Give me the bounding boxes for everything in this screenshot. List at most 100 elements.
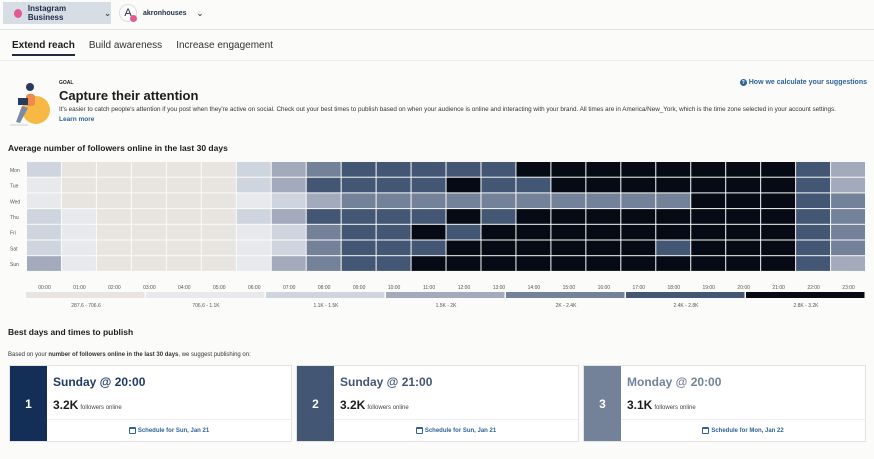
heatmap-cell [656, 240, 691, 256]
heatmap-cell [481, 240, 516, 256]
heatmap-cell [96, 240, 131, 256]
legend-swatch [626, 292, 745, 298]
how-we-calculate-link[interactable]: ? How we calculate your suggestions [739, 79, 867, 86]
heatmap-cell [516, 162, 551, 177]
row-label: Sun [10, 262, 19, 268]
heatmap-cell [586, 193, 621, 209]
heatmap-cell [551, 193, 586, 209]
heatmap-cell [236, 193, 271, 209]
account-switcher[interactable]: Instagram Business ⌄ [3, 2, 111, 24]
heatmap-cell [96, 256, 131, 271]
heatmap-cell [166, 240, 201, 256]
heatmap-cell [621, 240, 656, 256]
tab-increase-engagement[interactable]: Increase engagement [176, 40, 273, 51]
goal-description: It's easier to catch people's attention … [59, 106, 836, 113]
heatmap-cell [166, 209, 201, 224]
heatmap-cell [61, 256, 96, 271]
heatmap-cell [516, 240, 551, 256]
heatmap-cell [481, 162, 516, 177]
chevron-down-icon: ⌄ [104, 8, 111, 18]
goal-illustration [10, 83, 50, 126]
tab-extend-reach[interactable]: Extend reach [12, 40, 75, 56]
heatmap-cell [516, 177, 551, 193]
heatmap-cell [166, 256, 201, 271]
divider [0, 60, 874, 61]
row-label: Wed [10, 199, 20, 205]
legend-label: 2K - 2.4K [556, 303, 578, 309]
heatmap-cell [341, 240, 376, 256]
heatmap-cell [236, 240, 271, 256]
schedule-button[interactable]: Schedule for Mon, Jan 22 [621, 419, 865, 441]
column-label: 04:00 [178, 285, 191, 291]
legend-label: 2.8K - 3.2K [793, 303, 819, 309]
legend-label: 706.6 - 1.1K [192, 303, 220, 309]
heatmap-cell [271, 177, 306, 193]
heatmap-cell [61, 177, 96, 193]
column-label: 00:00 [38, 285, 51, 291]
learn-more-link[interactable]: Learn more [59, 116, 95, 123]
heatmap-cell [236, 209, 271, 224]
heatmap-cell [726, 162, 761, 177]
heatmap-cell [656, 256, 691, 271]
chevron-down-icon: ⌄ [196, 8, 204, 18]
heatmap-cell [656, 209, 691, 224]
heatmap-cell [481, 177, 516, 193]
heatmap-cell [61, 209, 96, 224]
legend-swatch [746, 292, 865, 298]
column-label: 18:00 [668, 285, 681, 291]
heatmap-cell [271, 224, 306, 240]
heatmap-cell [621, 193, 656, 209]
heatmap-cell [656, 193, 691, 209]
column-label: 20:00 [737, 285, 750, 291]
schedule-button[interactable]: Schedule for Sun, Jan 21 [47, 419, 291, 441]
heatmap-cell [516, 193, 551, 209]
legend-swatch [386, 292, 505, 298]
legend-swatch [26, 292, 145, 298]
tab-build-awareness[interactable]: Build awareness [88, 40, 163, 51]
heatmap-cell [831, 162, 866, 177]
heatmap-cell [166, 224, 201, 240]
rank-badge: 3 [584, 366, 621, 441]
heatmap-cell [516, 256, 551, 271]
heatmap-cell [201, 256, 236, 271]
column-label: 05:00 [213, 285, 226, 291]
heatmap-cell [551, 256, 586, 271]
heatmap-cell [586, 209, 621, 224]
heatmap-cell [586, 256, 621, 271]
heatmap-cell [376, 193, 411, 209]
heatmap-cell [691, 193, 726, 209]
heatmap-cell [481, 224, 516, 240]
heatmap-cell [131, 162, 166, 177]
goal-title: Capture their attention [59, 88, 199, 103]
heatmap-cell [271, 209, 306, 224]
heatmap-cell [61, 240, 96, 256]
heatmap-cell [236, 256, 271, 271]
rank-badge: 1 [10, 366, 47, 441]
followers-heatmap: Mon Tue Wed Thu Fri Sat Sun 00:00 01:00 02:00 03:0… [10, 162, 866, 309]
heatmap-cell [621, 162, 656, 177]
heatmap-cell [481, 193, 516, 209]
heatmap-cell [341, 177, 376, 193]
heatmap-cell [201, 177, 236, 193]
heatmap-cell [831, 209, 866, 224]
heatmap-cell [831, 256, 866, 271]
heatmap-cell [796, 177, 831, 193]
schedule-button[interactable]: Schedule for Sun, Jan 21 [334, 419, 578, 441]
heatmap-cell [201, 209, 236, 224]
heatmap-cell [726, 209, 761, 224]
heatmap-cell [271, 193, 306, 209]
heatmap-cell [306, 193, 341, 209]
legend-label: 1.5K - 2K [436, 303, 458, 309]
rank-badge: 2 [297, 366, 334, 441]
column-label: 15:00 [563, 285, 576, 291]
heatmap-cell [376, 240, 411, 256]
goal-label: GOAL [59, 80, 74, 86]
heatmap-cell [411, 162, 446, 177]
column-label: 08:00 [318, 285, 331, 291]
column-label: 01:00 [73, 285, 86, 291]
heatmap-cell [411, 193, 446, 209]
heatmap-cell [726, 240, 761, 256]
heatmap-cell [131, 256, 166, 271]
